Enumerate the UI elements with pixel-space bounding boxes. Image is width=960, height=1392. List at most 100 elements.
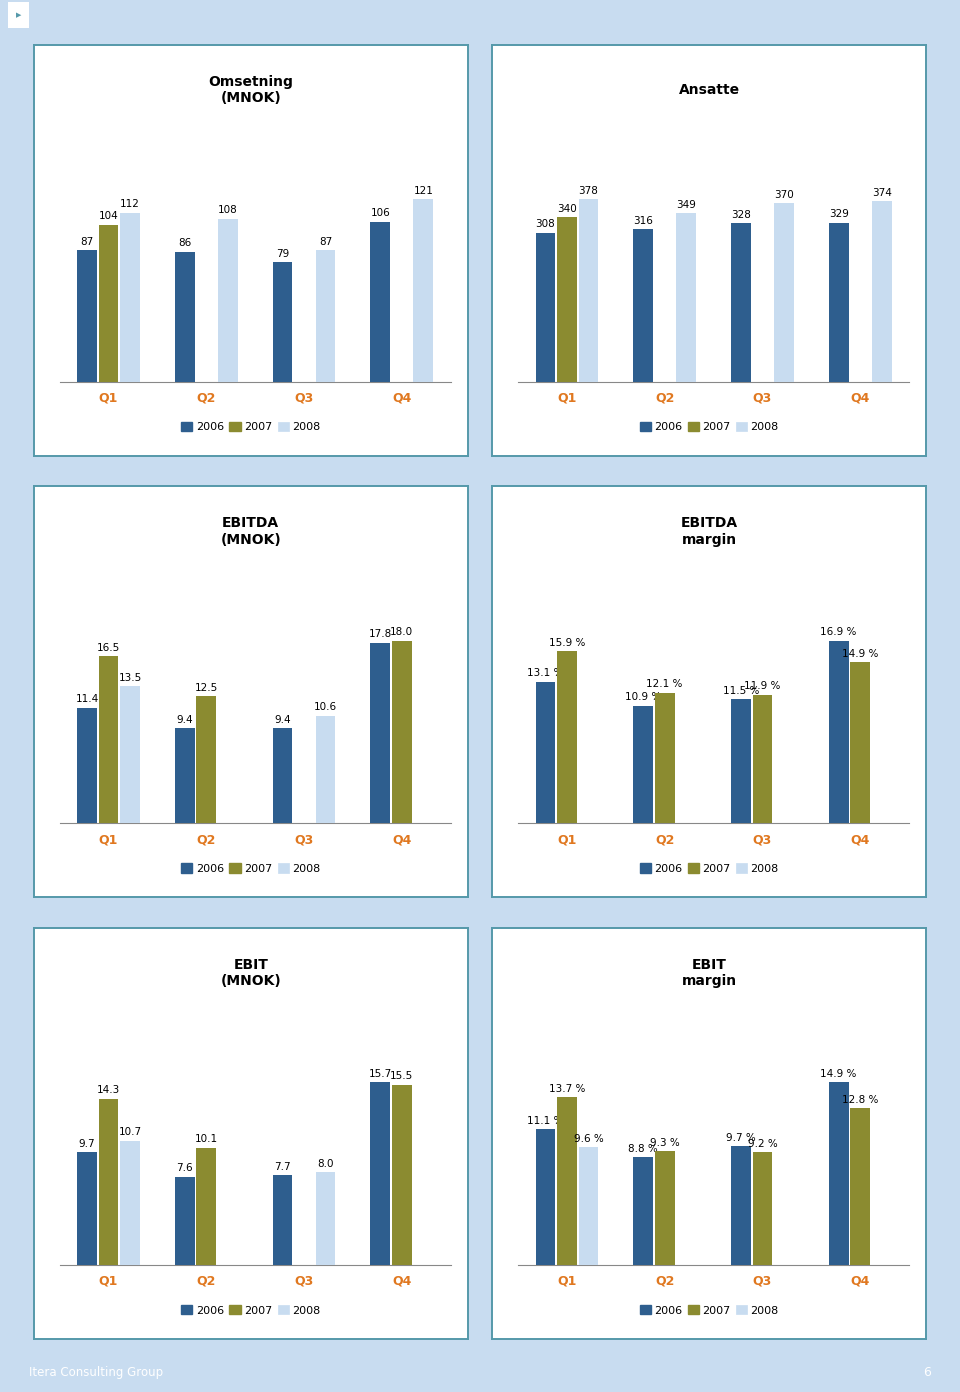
Text: 329: 329 [828,209,849,220]
Text: 328: 328 [731,210,751,220]
Text: 12.5: 12.5 [195,683,218,693]
Text: 10.6: 10.6 [314,703,337,713]
Bar [99,656,118,824]
Text: 8.8 %: 8.8 % [628,1144,658,1154]
Legend: 2006, 2007, 2008: 2006, 2007, 2008 [636,859,783,878]
Bar [828,223,849,381]
Text: 9.7: 9.7 [79,1139,95,1148]
Text: 15.7: 15.7 [369,1069,392,1079]
Bar [634,228,653,381]
Text: 17.8: 17.8 [369,629,392,639]
Bar [536,682,555,824]
Bar [197,696,216,824]
Bar [392,1084,412,1265]
Bar [851,1108,870,1265]
Bar [120,686,140,824]
Bar [414,199,433,381]
Text: 7.6: 7.6 [177,1164,193,1173]
Bar [774,203,794,381]
Text: 11.9 %: 11.9 % [744,682,780,692]
Bar [175,252,195,381]
Text: 87: 87 [81,237,94,246]
Text: EBIT
margin: EBIT margin [682,958,736,988]
Bar [197,1147,216,1265]
Text: 349: 349 [676,199,696,210]
Text: 340: 340 [557,205,577,214]
Text: 86: 86 [179,238,191,249]
Legend: 2006, 2007, 2008: 2006, 2007, 2008 [636,418,783,437]
Bar [392,640,412,824]
Bar [175,728,195,824]
Bar [273,262,293,381]
Legend: 2006, 2007, 2008: 2006, 2007, 2008 [636,1300,783,1320]
FancyBboxPatch shape [8,3,29,28]
Bar [753,695,772,824]
Bar [120,213,140,381]
Text: 378: 378 [579,185,598,196]
Text: 13.5: 13.5 [118,674,142,683]
Bar [99,224,118,381]
Bar [579,199,598,381]
Text: 87: 87 [319,237,332,246]
Text: 112: 112 [120,199,140,209]
Bar [828,640,849,824]
Bar [536,1129,555,1265]
Bar [316,715,335,824]
Text: 9.4: 9.4 [275,714,291,725]
Bar [371,643,390,824]
Bar [218,219,238,381]
Text: 121: 121 [414,185,433,196]
Bar [872,200,892,381]
Text: 18.0: 18.0 [390,628,414,638]
Bar [77,251,97,381]
Text: 15.9 %: 15.9 % [549,638,586,649]
Text: 9.4: 9.4 [177,714,193,725]
Bar [77,1153,97,1265]
Bar [655,693,675,824]
Text: 9.2 %: 9.2 % [748,1139,778,1148]
Text: 10.1: 10.1 [195,1134,218,1144]
Text: EBITDA
margin: EBITDA margin [681,516,738,547]
Bar [371,221,390,381]
Bar [120,1140,140,1265]
Bar [316,251,335,381]
Bar [579,1147,598,1265]
Bar [655,1151,675,1265]
Text: 7.7: 7.7 [275,1162,291,1172]
Bar [273,1175,293,1265]
Bar [536,232,555,381]
Text: 11.5 %: 11.5 % [723,686,759,696]
Text: 14.3: 14.3 [97,1086,120,1096]
Text: 11.4: 11.4 [76,695,99,704]
Text: Omsetning
(MNOK): Omsetning (MNOK) [208,75,293,104]
Text: 14.9 %: 14.9 % [821,1069,857,1079]
Bar [99,1098,118,1265]
Text: 308: 308 [536,220,555,230]
Text: 106: 106 [371,209,390,219]
Bar [273,728,293,824]
Text: 12.8 %: 12.8 % [842,1096,878,1105]
Text: 10.7: 10.7 [118,1128,141,1137]
Text: 6: 6 [924,1366,931,1379]
Bar [557,651,577,824]
Bar [676,213,696,381]
Text: 15.5: 15.5 [390,1072,414,1082]
Text: 12.1 %: 12.1 % [646,679,683,689]
Text: 16.9 %: 16.9 % [821,628,857,638]
Bar [371,1083,390,1265]
Text: 9.3 %: 9.3 % [650,1137,680,1148]
Bar [634,706,653,824]
Bar [753,1153,772,1265]
Text: 370: 370 [774,189,794,199]
Text: 14.9 %: 14.9 % [842,649,878,658]
Text: 10.9 %: 10.9 % [625,692,661,702]
Bar [557,217,577,381]
Text: EBITDA
(MNOK): EBITDA (MNOK) [221,516,281,547]
Legend: 2006, 2007, 2008: 2006, 2007, 2008 [177,1300,324,1320]
Text: 374: 374 [872,188,892,198]
Text: 316: 316 [634,216,653,226]
Text: ▶: ▶ [15,13,21,18]
Legend: 2006, 2007, 2008: 2006, 2007, 2008 [177,418,324,437]
Bar [731,223,751,381]
Text: 16.5: 16.5 [97,643,120,653]
